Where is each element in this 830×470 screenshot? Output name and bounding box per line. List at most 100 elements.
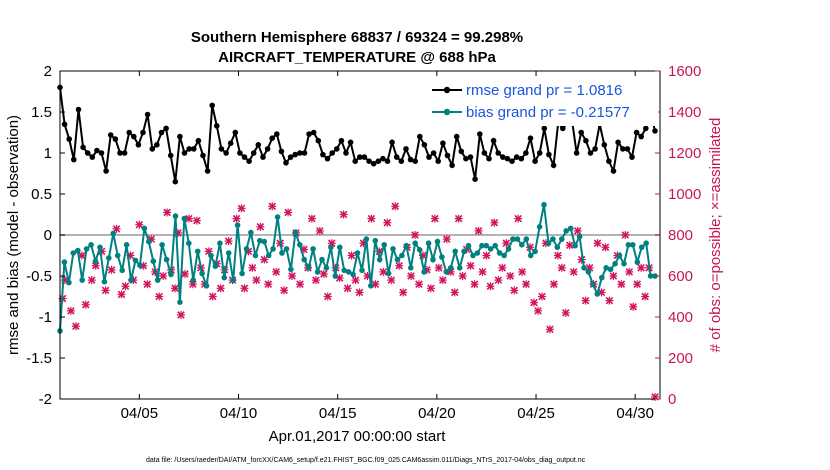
obs-count-marker: [387, 276, 396, 285]
rmse-point: [620, 146, 626, 152]
bias-point: [492, 242, 499, 249]
obs-count-marker: [379, 267, 388, 276]
rmse-point: [495, 150, 502, 156]
rmse-point: [536, 150, 543, 156]
legend-label-rmse: rmse grand pr = 1.0816: [466, 82, 622, 99]
obs-count-marker: [248, 263, 257, 272]
bias-point: [510, 236, 516, 242]
bias-point: [194, 248, 201, 255]
bias-point: [265, 252, 272, 259]
obs-count-marker: [343, 284, 352, 293]
bias-point: [372, 237, 379, 244]
bias-point: [208, 252, 214, 259]
rmse-point: [449, 162, 455, 169]
bias-point: [248, 229, 254, 236]
obs-count-marker: [545, 325, 554, 334]
rmse-point: [380, 155, 386, 162]
bias-point: [439, 254, 445, 260]
rmse-point: [504, 155, 511, 162]
bias-point: [505, 246, 512, 252]
obs-count-marker: [307, 214, 316, 223]
bias-point: [243, 246, 250, 252]
bias-point: [363, 236, 370, 242]
rmse-point: [149, 146, 156, 152]
rmse-point: [393, 154, 400, 160]
bias-point: [257, 237, 263, 244]
rmse-point: [241, 154, 248, 160]
bias-point: [217, 240, 223, 246]
rmse-point: [417, 133, 423, 140]
obs-count-marker: [81, 300, 90, 309]
obs-count-marker: [323, 292, 332, 301]
obs-count-marker: [367, 214, 376, 223]
rmse-point: [301, 150, 308, 156]
y-axis-label: rmse and bias (model - observation): [5, 115, 22, 355]
bias-point: [186, 240, 192, 246]
bias-point: [541, 201, 547, 208]
obs-count-marker: [264, 280, 273, 289]
bias-point: [128, 277, 134, 283]
bias-point: [599, 274, 605, 281]
bias-point: [385, 270, 392, 277]
bias-point: [288, 266, 294, 273]
bias-point: [576, 233, 583, 240]
rmse-point: [154, 142, 160, 148]
rmse-point: [389, 139, 395, 146]
y-tick-label: 0: [44, 227, 52, 244]
rmse-point: [278, 148, 285, 155]
rmse-point: [177, 133, 183, 140]
rmse-point: [643, 125, 649, 132]
obs-count-marker: [240, 284, 249, 293]
rmse-point: [287, 154, 294, 160]
rmse-point: [352, 158, 359, 164]
bias-point: [221, 274, 228, 281]
rmse-point: [117, 150, 123, 156]
obs-count-marker: [454, 214, 463, 223]
rmse-point: [163, 125, 169, 132]
bias-point: [261, 238, 268, 245]
obs-count-marker: [621, 231, 630, 239]
bias-point: [376, 256, 383, 263]
bias-point: [563, 228, 569, 234]
obs-count-marker: [135, 220, 144, 229]
obs-count-marker: [237, 204, 246, 213]
rmse-point: [426, 154, 432, 160]
rmse-point: [218, 146, 225, 152]
rmse-point: [467, 154, 474, 160]
bias-point: [328, 244, 334, 251]
obs-count-marker: [208, 292, 217, 301]
y2-tick-label: 1000: [668, 186, 701, 203]
bias-point: [527, 252, 534, 259]
y2-tick-label: 200: [668, 350, 693, 367]
rmse-point: [486, 155, 492, 162]
rmse-point: [527, 135, 534, 141]
bias-point: [70, 250, 77, 256]
legend-label-bias: bias grand pr = -0.21577: [466, 104, 630, 121]
bias-point: [590, 281, 596, 288]
obs-count-marker: [629, 302, 638, 311]
bias-point: [141, 225, 148, 232]
rmse-point: [274, 131, 280, 137]
obs-count-marker: [107, 265, 116, 274]
rmse-point: [509, 158, 515, 164]
rmse-point: [98, 150, 105, 156]
bias-point: [341, 267, 348, 274]
rmse-point: [112, 136, 119, 142]
obs-count-marker: [66, 306, 75, 315]
bias-point: [621, 260, 627, 267]
rmse-point: [227, 140, 234, 146]
obs-count-marker: [284, 208, 293, 217]
bias-point: [203, 283, 210, 289]
legend: rmse grand pr = 1.0816 bias grand pr = -…: [428, 80, 658, 126]
bias-point: [523, 236, 530, 242]
obs-count-marker: [430, 214, 439, 223]
bias-point: [612, 260, 618, 267]
bias-point: [625, 242, 632, 248]
obs-count-marker: [383, 218, 392, 227]
bias-point: [550, 236, 556, 242]
bias-point: [297, 242, 303, 248]
rmse-point: [191, 146, 197, 152]
rmse-point: [500, 154, 506, 160]
rmse-point: [158, 129, 165, 136]
